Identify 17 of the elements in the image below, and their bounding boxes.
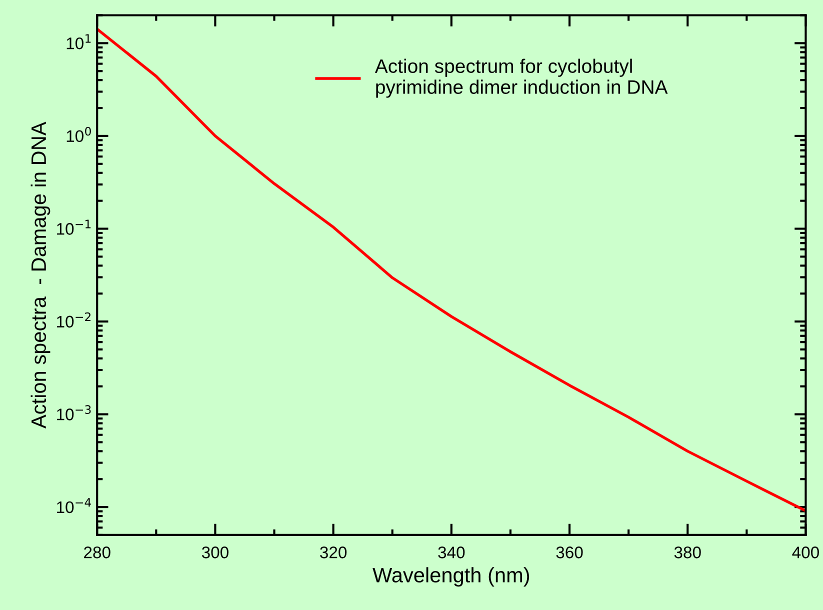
x-tick-label: 300 [202,546,228,558]
x-tick-label: 280 [84,546,110,558]
x-tick-label: 380 [674,546,701,558]
legend-label: Action spectrum for cyclobutyl pyrimidine dimer induction in DNA [374,58,668,98]
x-tick-label: 340 [438,546,465,558]
x-tick-label: 320 [320,546,347,558]
line-series [97,28,806,512]
y-tick-label: 10$^{−4}$ [57,498,91,514]
y-tick-label: 10$^{0}$ [66,126,91,142]
y-tick-label: 10$^{−1}$ [57,220,91,235]
y-tick-label: 10$^{−3}$ [57,405,91,420]
x-axis-title: Wavelength (nm) [372,567,530,587]
y-axis-title: Action spectra - Damage in DNA [30,122,50,428]
x-tick-label: 360 [556,546,583,558]
y-tick-label: 10$^{1}$ [66,34,91,50]
y-tick-label: 10$^{−2}$ [57,312,90,328]
x-tick-label: 400 [792,546,819,558]
